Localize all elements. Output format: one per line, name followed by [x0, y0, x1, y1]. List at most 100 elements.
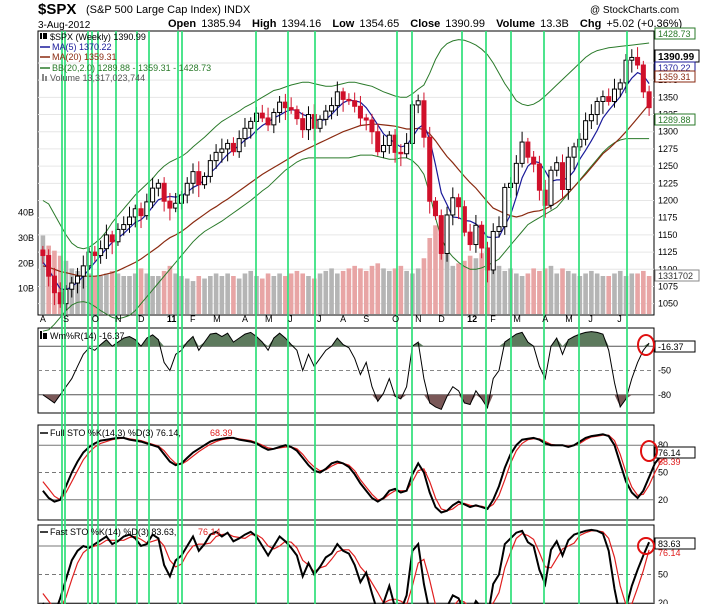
volume-bar	[542, 268, 548, 314]
volume-bar	[496, 265, 502, 314]
price-tick-label: 1275	[658, 144, 678, 154]
candle-body	[317, 118, 323, 129]
candle-body	[352, 100, 358, 107]
tag-ma20: 1359.31	[658, 72, 691, 82]
volume-bar	[138, 268, 144, 314]
willr-tag: -16.37	[658, 342, 684, 352]
fast-sto-tag-d: 76.14	[658, 548, 681, 558]
candle-body	[646, 91, 652, 109]
volume-tick-label: 10B	[18, 284, 34, 294]
volume-bar	[150, 276, 155, 314]
candle-body	[600, 96, 606, 102]
volume-bar	[583, 273, 588, 314]
volume-bar	[300, 273, 306, 314]
volume-bar	[80, 268, 86, 314]
candle-body	[277, 101, 283, 113]
high-value: 1394.16	[281, 18, 322, 30]
candle-body	[502, 186, 508, 228]
bb-upper-line	[42, 39, 650, 250]
volume-bar	[502, 270, 508, 314]
candle-body	[456, 197, 462, 208]
candle-body	[513, 162, 519, 184]
candle-body	[496, 226, 502, 232]
fast-sto-label-text: Fast STO %K(14) %D(3) 83.63,	[50, 527, 176, 537]
willr-label-text: Wm%R(14) -16.37	[50, 331, 125, 341]
volume-bar	[467, 255, 473, 314]
volume-bar	[594, 273, 600, 314]
full-sto-tick-label: 50	[658, 468, 668, 478]
fast-sto-label-red: 76.14	[198, 527, 221, 537]
volume-bar	[537, 270, 542, 314]
legend-ma20: MA(20) 1359.31	[52, 52, 117, 62]
month-tick-label: D	[438, 314, 445, 324]
chg-value: +5.02 (+0.36%)	[606, 18, 683, 30]
volume-bar	[525, 273, 531, 314]
price-tick-label: 1150	[658, 230, 677, 240]
stockcharts-brand[interactable]: @ StockCharts.com	[590, 5, 680, 16]
volume-bar	[248, 270, 254, 314]
candle-body	[450, 197, 456, 216]
candle-body	[346, 98, 352, 102]
volume-bar	[629, 273, 635, 314]
legend-volume: Volume 13,317,023,744	[50, 73, 145, 83]
candle-body	[242, 127, 248, 140]
volume-bar	[219, 276, 225, 314]
candle-body	[213, 151, 219, 162]
volume-bar	[109, 270, 115, 314]
volume-bar	[375, 263, 381, 314]
volume-bar	[606, 276, 612, 314]
full-sto-k-line	[42, 433, 673, 514]
candle-body	[611, 88, 617, 102]
volume-bar	[589, 270, 594, 314]
volume-bar	[404, 270, 409, 314]
volume-bar	[225, 273, 230, 314]
bollinger-bands	[42, 39, 650, 332]
candle-body	[69, 282, 75, 290]
month-tick-label: 11	[167, 314, 177, 324]
candle-body	[294, 109, 300, 120]
price-tick-label: 1350	[658, 92, 678, 102]
month-tick-label: A	[242, 314, 248, 324]
candle-body	[629, 56, 635, 61]
candle-body	[398, 151, 404, 155]
candle-body	[40, 249, 46, 257]
high-label: High	[252, 18, 277, 30]
fast-sto-series	[38, 528, 654, 604]
candle-body	[80, 265, 86, 277]
tag-volume: 1331702	[658, 271, 693, 281]
candle-body	[207, 160, 213, 177]
candle-body	[559, 162, 566, 191]
month-tick-label: M	[565, 314, 573, 324]
price-tick-label: 1225	[658, 178, 678, 188]
candle-body	[432, 200, 439, 217]
candle-body	[473, 224, 479, 246]
volume-bar	[132, 273, 138, 314]
volume-bar	[277, 273, 282, 314]
legend-bb: BB(20,2.0) 1289.88 - 1359.31 - 1428.73	[52, 63, 211, 73]
volume-bar	[98, 276, 103, 314]
volume-bar	[144, 273, 150, 314]
candle-body	[300, 118, 306, 131]
full-sto-series	[38, 433, 673, 514]
full-sto-tag-k: 76.14	[658, 448, 681, 458]
volume-bar	[335, 273, 340, 314]
volume-bar	[236, 278, 242, 314]
volume-bar	[421, 258, 427, 314]
volume-bar	[514, 273, 519, 314]
volume-bar	[473, 258, 479, 314]
candle-body	[606, 96, 612, 102]
candle-body	[202, 175, 208, 186]
volume-bar	[560, 268, 565, 314]
volume-bar	[462, 260, 467, 314]
candle-body	[525, 141, 531, 158]
candles	[40, 47, 652, 310]
price-tick-label: 1250	[658, 161, 678, 171]
volume-bar	[531, 268, 536, 314]
candle-body	[155, 182, 161, 189]
tag-close: 1390.99	[658, 52, 695, 63]
candle-body	[230, 142, 236, 153]
symbol-title: $SPX	[38, 1, 77, 18]
volume-tick-label: 20B	[18, 258, 34, 268]
